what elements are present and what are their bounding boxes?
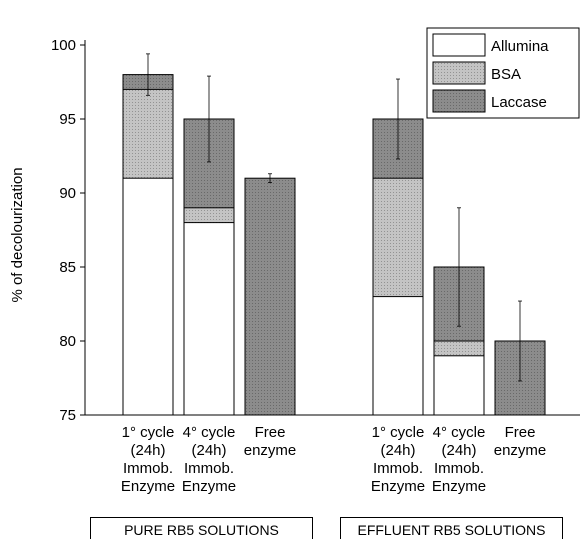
- y-axis-label: % of decolourization: [9, 167, 26, 302]
- x-tick-label: 4° cycle (24h) Immob. Enzyme: [181, 424, 237, 495]
- group-label: EFFLUENT RB5 SOLUTIONS: [340, 517, 563, 539]
- y-tick-label: 95: [59, 111, 76, 128]
- y-tick-label: 80: [59, 333, 76, 350]
- error-bar: [146, 53, 150, 96]
- legend-label: BSA: [491, 66, 521, 83]
- y-tick-label: 100: [51, 37, 76, 54]
- bar: [122, 177, 174, 416]
- x-tick-label: 4° cycle (24h) Immob. Enzyme: [431, 424, 487, 495]
- legend-texture: [433, 62, 485, 84]
- y-tick-label: 85: [59, 259, 76, 276]
- x-tick-label: 1° cycle (24h) Immob. Enzyme: [370, 424, 426, 495]
- bar: [372, 296, 424, 416]
- group-label: PURE RB5 SOLUTIONS: [90, 517, 313, 539]
- x-tick-label: Free enzyme: [493, 424, 547, 459]
- error-bar: [396, 78, 400, 160]
- error-bar: [518, 300, 522, 382]
- y-tick-label: 90: [59, 185, 76, 202]
- legend: Allumina BSA Laccase: [426, 27, 580, 119]
- y-tick-label: 75: [59, 407, 76, 424]
- x-tick-label: 1° cycle (24h) Immob. Enzyme: [120, 424, 176, 495]
- bar: [433, 355, 485, 416]
- bar: [183, 222, 235, 416]
- error-bar: [457, 207, 461, 327]
- error-bar: [268, 173, 272, 184]
- x-tick-label: Free enzyme: [243, 424, 297, 459]
- legend-label: Laccase: [491, 94, 547, 111]
- legend-label: Allumina: [491, 38, 549, 55]
- legend-texture: [433, 90, 485, 112]
- bar-texture: [245, 178, 295, 415]
- error-bar: [207, 75, 211, 163]
- legend-swatch: [432, 33, 486, 57]
